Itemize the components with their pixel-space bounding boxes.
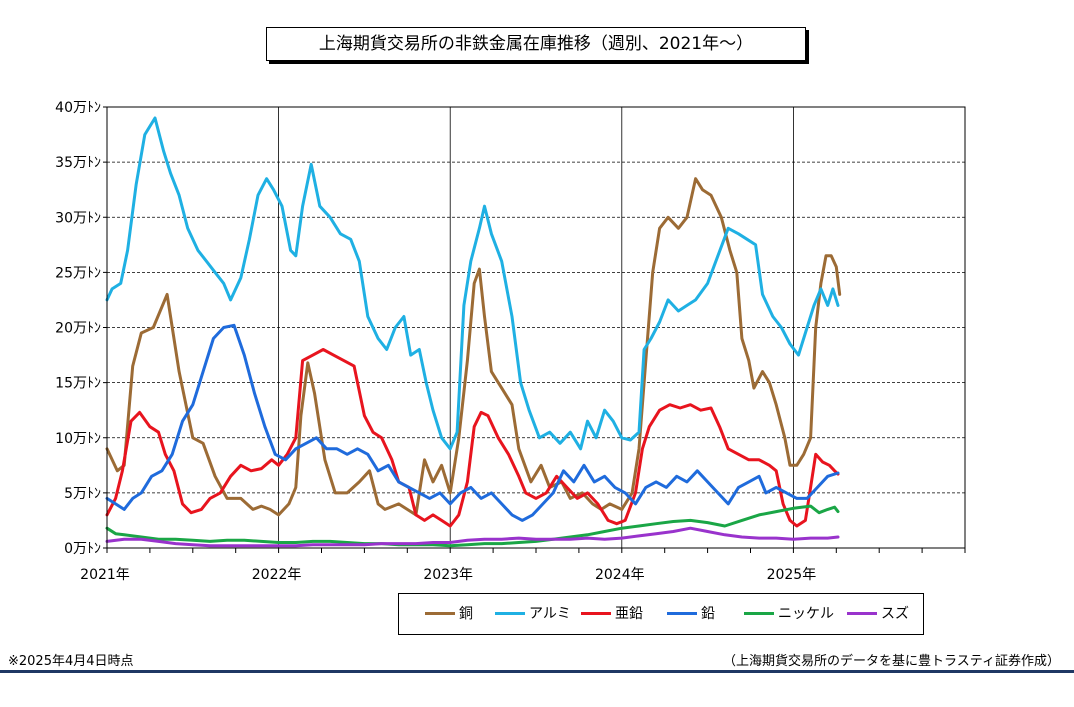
chart-legend: 銅 アルミ 亜鉛 鉛 ニッケル スズ bbox=[398, 593, 924, 635]
legend-label: 亜鉛 bbox=[615, 606, 643, 622]
y-tick-label: 35万ﾄﾝ bbox=[55, 155, 101, 171]
x-axis-tick-labels: 2021年 2022年 2023年 2024年 2025年 bbox=[80, 567, 816, 583]
axis-ticks bbox=[103, 106, 966, 553]
y-tick-label: 25万ﾄﾝ bbox=[55, 265, 101, 281]
x-tick-label: 2024年 bbox=[595, 567, 645, 583]
legend-item: ニッケル bbox=[744, 594, 834, 634]
series-line-1 bbox=[105, 116, 840, 451]
bottom-rule bbox=[0, 670, 1074, 673]
legend-label: ニッケル bbox=[778, 606, 834, 622]
series-line-4 bbox=[105, 504, 840, 548]
y-tick-label: 20万ﾄﾝ bbox=[55, 321, 101, 337]
legend-item: 鉛 bbox=[667, 594, 715, 634]
series-line-5 bbox=[105, 526, 840, 548]
legend-item: 銅 bbox=[425, 594, 473, 634]
legend-swatch bbox=[744, 611, 774, 615]
y-tick-label: 10万ﾄﾝ bbox=[55, 431, 101, 447]
y-tick-label: 0万ﾄﾝ bbox=[64, 541, 101, 557]
series-line-2 bbox=[105, 348, 840, 528]
legend-swatch bbox=[581, 611, 611, 615]
chart-title: 上海期貨交易所の非鉄金属在庫推移（週別、2021年～） bbox=[266, 27, 806, 61]
y-axis-tick-labels: 0万ﾄﾝ 5万ﾄﾝ 10万ﾄﾝ 15万ﾄﾝ 20万ﾄﾝ 25万ﾄﾝ 30万ﾄﾝ 35万ﾄﾝ 40… bbox=[55, 100, 101, 557]
legend-label: 鉛 bbox=[701, 606, 715, 622]
x-tick-label: 2021年 bbox=[80, 567, 130, 583]
x-tick-label: 2022年 bbox=[252, 567, 302, 583]
x-tick-label: 2023年 bbox=[423, 567, 473, 583]
series-line-3 bbox=[105, 323, 840, 522]
legend-swatch bbox=[495, 611, 525, 615]
series-line-0 bbox=[105, 177, 842, 517]
legend-item: 亜鉛 bbox=[581, 594, 643, 634]
y-tick-label: 15万ﾄﾝ bbox=[55, 376, 101, 392]
legend-item: アルミ bbox=[495, 594, 571, 634]
y-tick-label: 5万ﾄﾝ bbox=[64, 486, 101, 502]
legend-label: 銅 bbox=[459, 606, 473, 622]
legend-label: スズ bbox=[881, 606, 909, 622]
y-tick-label: 30万ﾄﾝ bbox=[55, 210, 101, 226]
x-tick-label: 2025年 bbox=[767, 567, 817, 583]
legend-swatch bbox=[847, 611, 877, 615]
legend-label: アルミ bbox=[529, 606, 571, 622]
legend-swatch bbox=[667, 611, 697, 615]
series-lines bbox=[105, 116, 842, 548]
as-of-note: ※2025年4月4日時点 bbox=[8, 654, 134, 669]
source-note: （上海期貨交易所のデータを基に豊トラスティ証券作成） bbox=[723, 654, 1060, 669]
y-tick-label: 40万ﾄﾝ bbox=[55, 100, 101, 116]
legend-swatch bbox=[425, 611, 455, 615]
legend-item: スズ bbox=[847, 594, 909, 634]
